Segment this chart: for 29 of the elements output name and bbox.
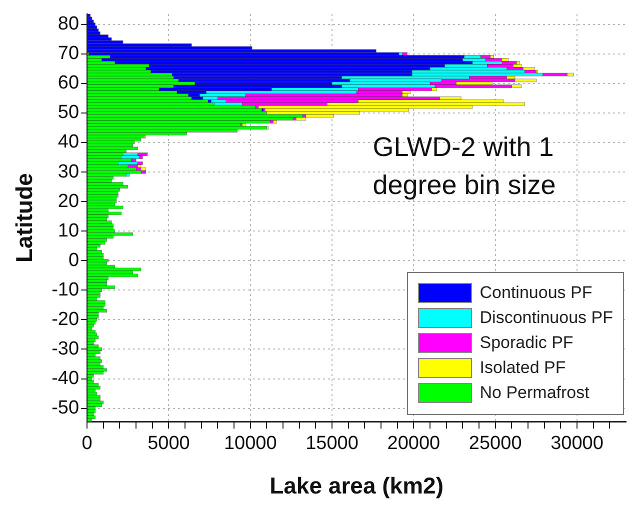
x-tick-label: 15000 [306,433,358,454]
x-tick-label: 0 [82,433,92,454]
annotation: GLWD-2 with 1 degree bin size [372,131,557,202]
x-tick-label: 25000 [468,433,522,454]
legend-label: Continuous PF [480,283,592,304]
x-tick-label: 5000 [148,433,190,454]
legend-label: Isolated PF [480,358,566,378]
y-tick-label: 50 [58,102,80,124]
y-tick-label: 40 [58,132,80,153]
y-tick-label: 20 [58,190,80,212]
y-tick-label: 0 [68,250,80,271]
y-tick-label: 30 [58,161,80,182]
x-axis-title: Lake area (km2) [270,472,444,499]
x-tick-label: 10000 [224,433,277,454]
x-tick-label: 20000 [387,433,440,454]
legend-label: No Permafrost [480,383,590,404]
y-tick-label: -10 [52,279,80,300]
y-tick-label: -30 [52,338,80,360]
y-axis-title: Latitude [11,173,38,263]
y-tick-label: -20 [52,308,80,330]
legend-label: Sporadic PF [480,333,574,354]
y-tick-label: 80 [58,14,80,35]
y-tick-label: 10 [58,220,80,242]
y-tick-label: 70 [58,43,80,64]
y-tick-label: -50 [52,398,80,419]
x-tick-label: 30000 [550,433,604,454]
y-tick-label: 60 [58,72,80,94]
y-tick-label: -40 [52,368,80,390]
legend-label: Discontinuous PF [480,308,613,328]
